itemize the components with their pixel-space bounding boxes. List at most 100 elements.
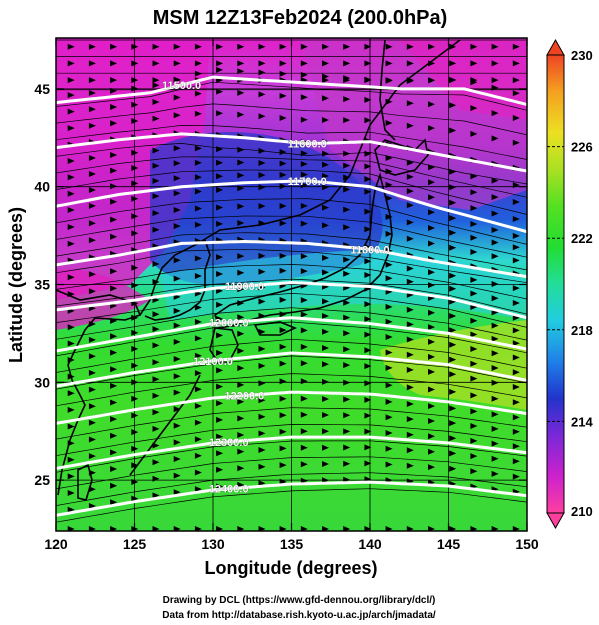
wind-arrow bbox=[428, 464, 435, 471]
wind-arrow bbox=[216, 60, 224, 67]
wind-arrow bbox=[428, 240, 435, 247]
wind-arrow bbox=[279, 296, 287, 303]
wind-arrow bbox=[343, 186, 351, 193]
wind-arrow bbox=[67, 456, 75, 463]
wind-arrow bbox=[88, 403, 96, 410]
wind-arrow bbox=[152, 425, 160, 432]
wind-arrow bbox=[216, 159, 224, 166]
wind-arrow bbox=[258, 430, 266, 437]
height-contour bbox=[56, 316, 527, 353]
wind-arrow bbox=[449, 102, 457, 109]
wind-arrow bbox=[322, 412, 329, 418]
wind-arrow bbox=[237, 381, 245, 388]
wind-arrow bbox=[110, 120, 118, 127]
wind-arrow bbox=[67, 43, 75, 50]
wind-arrow bbox=[300, 360, 308, 367]
wind-arrow bbox=[491, 110, 499, 117]
wind-arrow bbox=[300, 461, 308, 468]
wind-arrow bbox=[428, 403, 435, 410]
wind-arrow bbox=[88, 90, 96, 96]
wind-arrow bbox=[88, 288, 96, 295]
wind-arrow bbox=[428, 368, 435, 375]
wind-arrow bbox=[152, 359, 160, 366]
wind-arrow bbox=[364, 363, 372, 370]
wind-arrow bbox=[364, 380, 372, 387]
coastline-sakhalin bbox=[379, 39, 396, 141]
wind-arrow bbox=[343, 299, 351, 306]
height-contour bbox=[56, 75, 527, 106]
wind-arrow bbox=[88, 321, 96, 327]
wind-arrow bbox=[152, 82, 160, 89]
wind-arrow bbox=[152, 60, 160, 67]
wind-arrow bbox=[237, 526, 245, 531]
colorbar-tick-label: 210 bbox=[571, 504, 593, 519]
wind-arrow bbox=[258, 113, 266, 120]
wind-arrow bbox=[237, 172, 245, 179]
wind-arrow bbox=[406, 462, 414, 469]
wind-arrow bbox=[152, 99, 160, 105]
wind-arrow bbox=[406, 219, 414, 226]
wind-arrow bbox=[449, 60, 457, 67]
wind-arrow bbox=[88, 220, 96, 227]
wind-arrow bbox=[88, 336, 96, 343]
wind-arrow bbox=[279, 115, 287, 121]
wind-arrow bbox=[449, 215, 457, 222]
wind-arrow bbox=[406, 306, 414, 313]
wind-arrow bbox=[152, 210, 160, 217]
wind-arrow bbox=[194, 110, 202, 117]
wind-arrow bbox=[258, 220, 266, 227]
wind-arrow bbox=[449, 526, 457, 531]
wind-arrow bbox=[300, 202, 308, 209]
wind-arrow bbox=[237, 314, 245, 321]
wind-arrow bbox=[237, 347, 245, 354]
wind-arrow bbox=[449, 244, 457, 251]
wind-arrow bbox=[194, 486, 202, 493]
wind-arrow bbox=[491, 526, 499, 531]
wind-arrow bbox=[322, 161, 329, 168]
wind-arrow bbox=[237, 203, 245, 210]
contour-label: 12000.0 bbox=[209, 317, 249, 329]
wind-arrow bbox=[343, 96, 351, 103]
wind-arrow bbox=[67, 423, 75, 430]
wind-arrow bbox=[470, 249, 478, 255]
wind-arrow bbox=[237, 220, 245, 226]
contour-label: 11900.0 bbox=[225, 281, 264, 293]
wind-arrow bbox=[491, 210, 499, 217]
wind-arrow bbox=[67, 77, 75, 84]
wind-arrow bbox=[300, 444, 308, 451]
x-axis: 120 125 130 135 140 145 150 bbox=[44, 38, 539, 552]
wind-arrow bbox=[216, 66, 224, 73]
wind-arrow bbox=[152, 326, 160, 333]
colorbar-top-extend bbox=[546, 38, 565, 56]
wind-arrow bbox=[512, 354, 520, 361]
wind-arrow bbox=[300, 343, 308, 350]
x-tick-label: 150 bbox=[515, 536, 539, 552]
wind-arrow bbox=[300, 311, 308, 318]
wind-arrow bbox=[512, 115, 520, 121]
wind-arrow bbox=[67, 291, 75, 298]
wind-arrow bbox=[194, 352, 202, 359]
wind-arrow bbox=[216, 416, 224, 423]
wind-arrow bbox=[279, 267, 287, 274]
wind-arrow bbox=[449, 199, 457, 206]
wind-arrow bbox=[237, 146, 245, 153]
wind-arrow bbox=[406, 366, 414, 373]
wind-arrow bbox=[343, 117, 351, 124]
wind-arrow bbox=[194, 419, 202, 426]
wind-arrow bbox=[449, 341, 457, 348]
wind-arrow bbox=[343, 256, 351, 263]
wind-arrow bbox=[428, 43, 435, 50]
wind-arrow bbox=[300, 253, 308, 260]
wind-arrow bbox=[385, 261, 393, 268]
wind-arrow bbox=[385, 213, 393, 220]
wind-arrow bbox=[512, 340, 520, 347]
wind-arrow bbox=[322, 361, 329, 368]
wind-arrow bbox=[279, 43, 287, 50]
wind-arrow bbox=[364, 150, 372, 157]
wind-arrow bbox=[449, 356, 457, 363]
wind-arrow bbox=[470, 77, 478, 84]
wind-arrow bbox=[406, 159, 414, 166]
wind-arrow bbox=[258, 298, 266, 305]
wind-arrow bbox=[88, 453, 96, 460]
wind-arrow bbox=[512, 458, 520, 465]
